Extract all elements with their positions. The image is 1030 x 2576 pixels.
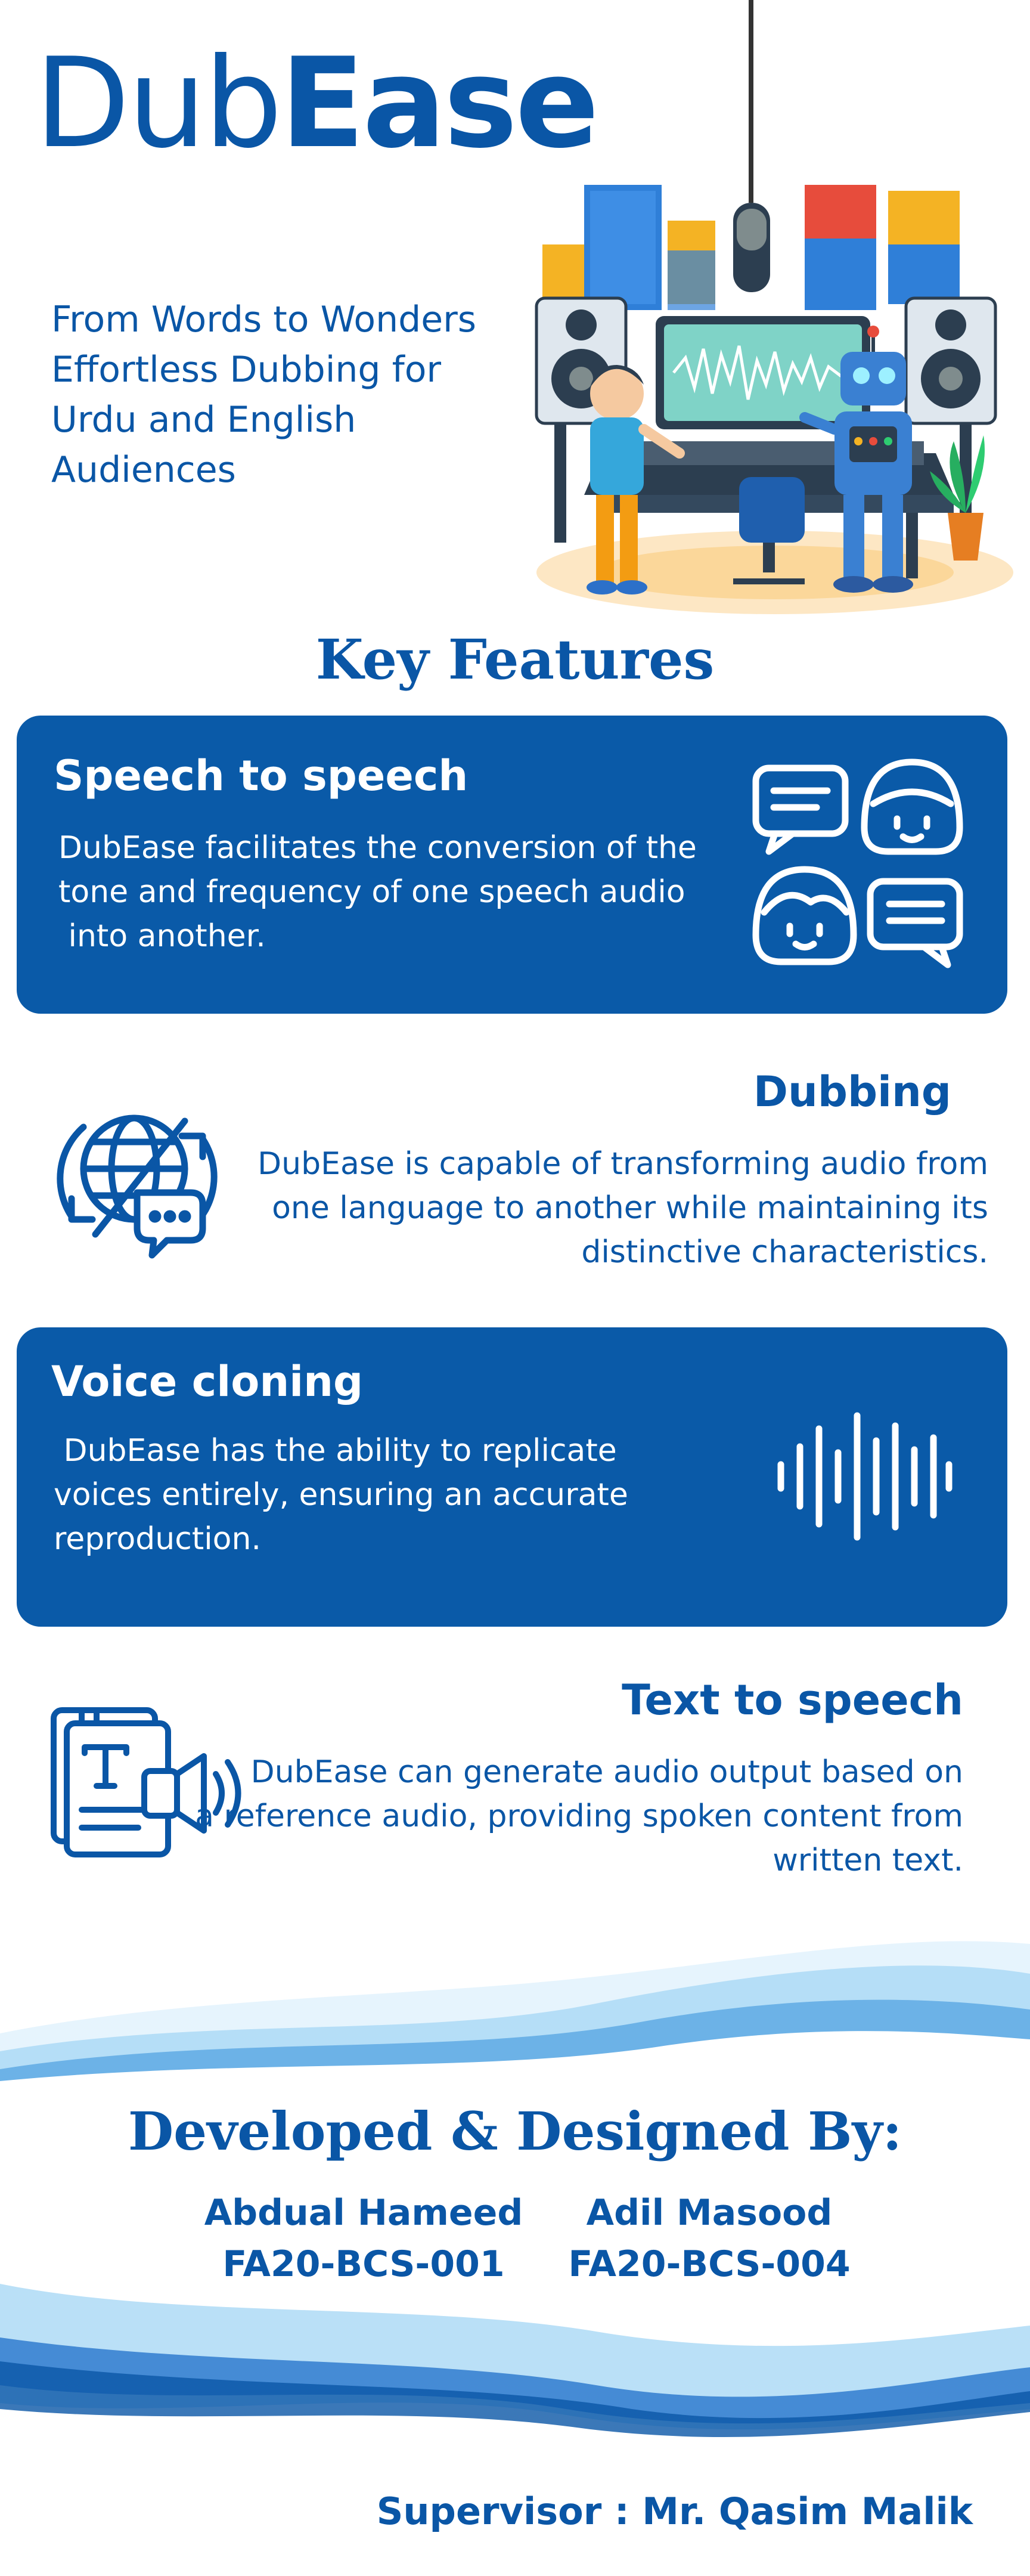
feature-description: DubEase facilitates the conversion of th… bbox=[58, 826, 697, 958]
globe-translate-icon bbox=[48, 1097, 227, 1264]
feature-description-line: distinctive characteristics. bbox=[581, 1234, 988, 1270]
feature-description: DubEase is capable of transforming audio… bbox=[258, 1142, 988, 1274]
feature-description-line: DubEase can generate audio output based … bbox=[250, 1754, 963, 1790]
feature-title: Text to speech bbox=[622, 1676, 963, 1724]
developer-id: FA20-BCS-001 bbox=[222, 2243, 505, 2285]
text-speaker-icon bbox=[49, 1705, 246, 1860]
tagline-line: Effortless Dubbing for bbox=[51, 349, 442, 391]
feature-description-line: written text. bbox=[772, 1843, 963, 1878]
wave-decoration-top bbox=[0, 1908, 1030, 2087]
tagline-line: Urdu and English bbox=[51, 399, 356, 441]
feature-title: Voice cloning bbox=[51, 1357, 364, 1406]
feature-description-line: DubEase is capable of transforming audio… bbox=[258, 1146, 988, 1182]
developers-title: Developed & Designed By: bbox=[128, 2100, 902, 2162]
key-features-title: Key Features bbox=[315, 627, 715, 692]
feature-description: DubEase can generate audio output based … bbox=[195, 1750, 963, 1883]
developer-name: Adil Masood bbox=[586, 2192, 833, 2234]
feature-description-line: one language to another while maintainin… bbox=[272, 1190, 988, 1226]
logo-part-ease: Ease bbox=[280, 32, 599, 176]
tagline-line: Audiences bbox=[51, 449, 236, 491]
studio-illustration bbox=[525, 0, 1013, 620]
developer-id: FA20-BCS-004 bbox=[568, 2243, 851, 2285]
feature-description-line: tone and frequency of one speech audio bbox=[58, 874, 685, 910]
feature-description: DubEase has the ability to replicate voi… bbox=[54, 1429, 628, 1561]
feature-title: Speech to speech bbox=[54, 751, 469, 800]
feature-description-line: a reference audio, providing spoken cont… bbox=[195, 1798, 963, 1834]
feature-description-line: reproduction. bbox=[54, 1521, 261, 1557]
chat-faces-icon bbox=[751, 756, 966, 971]
feature-title: Dubbing bbox=[753, 1067, 951, 1116]
logo-part-dub: Dub bbox=[35, 32, 283, 176]
feature-card-speech-to-speech: Speech to speech DubEase facilitates the… bbox=[17, 716, 1007, 1014]
feature-description-line: DubEase facilitates the conversion of th… bbox=[58, 830, 697, 866]
tagline: From Words to Wonders Effortless Dubbing… bbox=[51, 295, 504, 495]
feature-description-line: DubEase has the ability to replicate bbox=[54, 1433, 617, 1469]
feature-description-line: voices entirely, ensuring an accurate bbox=[54, 1477, 628, 1513]
soundwave-icon bbox=[775, 1411, 954, 1542]
supervisor-credit: Supervisor : Mr. Qasim Malik bbox=[376, 2490, 973, 2533]
wave-decoration-bottom bbox=[0, 2266, 1030, 2457]
developer-card: Adil Masood FA20-BCS-004 bbox=[554, 2187, 864, 2290]
developer-card: Abdual Hameed FA20-BCS-001 bbox=[197, 2187, 530, 2290]
feature-card-voice-cloning: Voice cloning DubEase has the ability to… bbox=[17, 1327, 1007, 1627]
feature-description-line: into another. bbox=[58, 918, 266, 954]
app-logo: DubEase bbox=[35, 42, 599, 166]
developer-name: Abdual Hameed bbox=[204, 2192, 523, 2234]
tagline-line: From Words to Wonders bbox=[51, 299, 477, 340]
